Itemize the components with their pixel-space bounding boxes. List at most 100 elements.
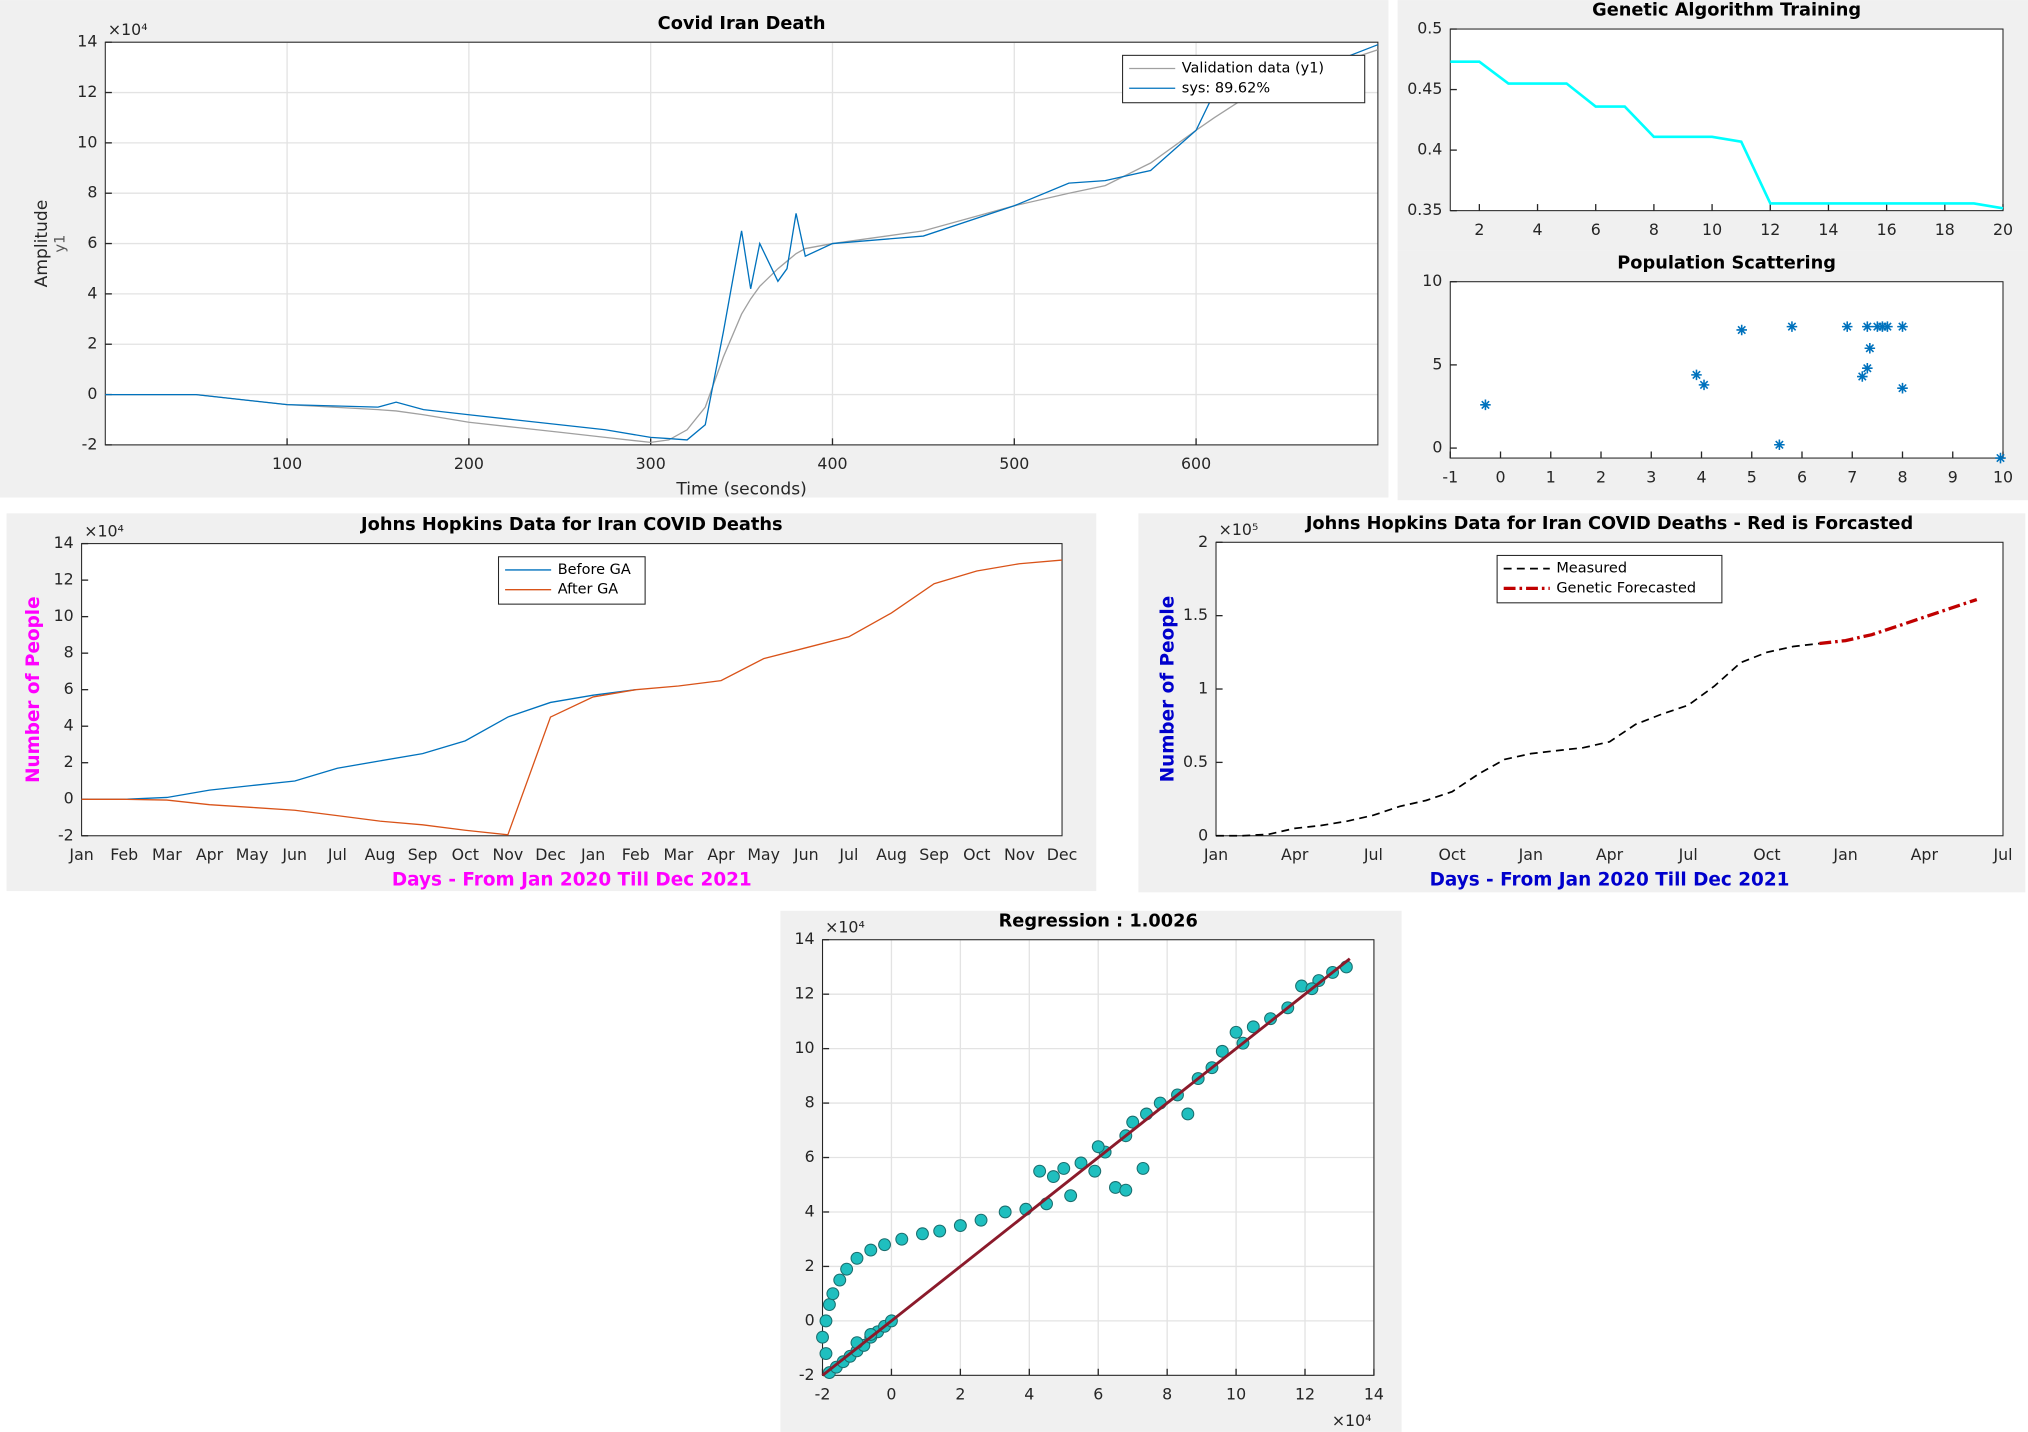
x-tick-label: 10 [1226,1385,1246,1404]
x-tick-label: Apr [1596,845,1624,864]
scatter-point [1119,1183,1133,1197]
y-exponent: ×10⁵ [1219,520,1259,539]
x-tick-label: Apr [1911,845,1939,864]
legend-box [497,556,646,605]
x-tick-label: Dec [1047,845,1078,864]
series-line [105,49,1379,444]
scatter-point [878,1238,892,1252]
x-tick-label: Oct [963,845,990,864]
y-exponent: ×10⁴ [825,917,865,936]
x-tick-label: 0 [1495,467,1505,486]
x-tick-label: Aug [365,845,396,864]
scatter-point [1057,1161,1071,1175]
x-tick-label: Mar [152,845,182,864]
y-tick-label: 0.5 [1183,752,1208,771]
x-tick-label: Oct [1753,845,1780,864]
y-tick-label: 0.35 [1407,200,1442,219]
y-tick-label: 1.5 [1183,605,1208,624]
x-tick-label: Jul [838,845,858,864]
y-tick-label: 10 [54,606,74,625]
x-axis-label: Days - From Jan 2020 Till Dec 2021 [392,870,752,891]
y-tick-label: -2 [799,1365,815,1384]
x-tick-label: 9 [1948,467,1958,486]
x-tick-label: Sep [919,845,949,864]
y-tick-label: -2 [82,434,98,453]
x-tick-label: 12 [1760,220,1780,239]
chart-title: Regression : 1.0026 [999,911,1198,931]
x-axis-label: Days - From Jan 2020 Till Dec 2021 [1430,870,1790,891]
y-tick-label: 1 [1198,679,1208,698]
scatter-point [1312,974,1326,988]
chart-title: Johns Hopkins Data for Iran COVID Deaths… [1305,514,1913,534]
y-tick-label: 0 [1432,438,1442,457]
y-tick-label: 5 [1432,354,1442,373]
y-axis-label: Number of People [23,596,44,782]
scatter-point [1480,399,1491,411]
x-tick-label: 14 [1818,220,1838,239]
y-tick-label: 14 [54,533,74,552]
scatter-point [1691,369,1702,381]
x-tick-label: 16 [1877,220,1897,239]
y-tick-label: 0 [87,384,97,403]
x-tick-label: 3 [1646,467,1656,486]
x-tick-label: 0 [886,1385,896,1404]
y-tick-label: 10 [77,132,97,151]
scatter-point [974,1213,988,1227]
series-line [81,689,636,800]
x-tick-label: 6 [1797,467,1807,486]
scatter-point [953,1219,967,1233]
x-tick-label: Nov [1004,845,1035,864]
axes [1450,281,2003,459]
legend-label: Genetic Forecasted [1556,580,1696,596]
chart-title: Covid Iran Death [658,14,826,34]
x-tick-label: 14 [1364,1385,1384,1404]
y-tick-label: 12 [77,82,97,101]
x-tick-label: 18 [1935,220,1955,239]
y-tick-label: 2 [64,752,74,771]
chart-title: Johns Hopkins Data for Iran COVID Deaths [360,515,783,535]
scatter-point [1074,1156,1088,1170]
scatter-point [1229,1025,1243,1039]
axes-box [1215,541,2004,837]
x-tick-label: Jan [580,845,605,864]
x-tick-label: Feb [622,845,650,864]
scatter-point [1897,321,1908,332]
x-tick-label: Jan [1832,845,1857,864]
scatter-point [1181,1107,1195,1121]
x-tick-label: 600 [1181,454,1211,473]
x-tick-label: 20 [1993,220,2013,239]
x-tick-label: 7 [1847,467,1857,486]
scatter-point [1862,362,1873,374]
x-tick-label: 4 [1024,1385,1034,1404]
scatter-point [1126,1115,1140,1129]
scatter-point [819,1314,833,1328]
legend-label: Validation data (y1) [1182,61,1324,77]
scatter-point [816,1330,829,1344]
y-tick-label: 0.45 [1407,79,1442,98]
x-tick-label: Feb [110,845,138,864]
y-tick-label: 6 [805,1147,815,1166]
y-axis-label: y1 [53,235,69,253]
x-tick-label: 200 [454,454,484,473]
x-tick-label: Aug [876,845,907,864]
x-tick-label: 8 [1649,220,1659,239]
x-tick-label: Jun [281,845,307,864]
x-exponent: ×10⁴ [1332,1411,1372,1430]
x-tick-label: 10 [1702,220,1722,239]
x-tick-label: Jan [1203,845,1228,864]
scatter-point [1264,1012,1277,1026]
scatter-point [1091,1140,1105,1154]
y-tick-label: 0 [805,1310,815,1329]
y-tick-label: 8 [64,643,74,662]
scatter-point [1064,1189,1078,1203]
y-tick-label: 0.5 [1417,19,1442,38]
x-tick-label: Mar [663,845,693,864]
x-tick-label: Jul [1363,845,1383,864]
legend-label: Measured [1556,561,1627,577]
axes-box [1449,28,2004,212]
y-tick-label: 4 [805,1201,815,1220]
axes-box [821,939,1375,1376]
scatter-point [864,1328,878,1341]
y-tick-label: -2 [58,825,74,844]
